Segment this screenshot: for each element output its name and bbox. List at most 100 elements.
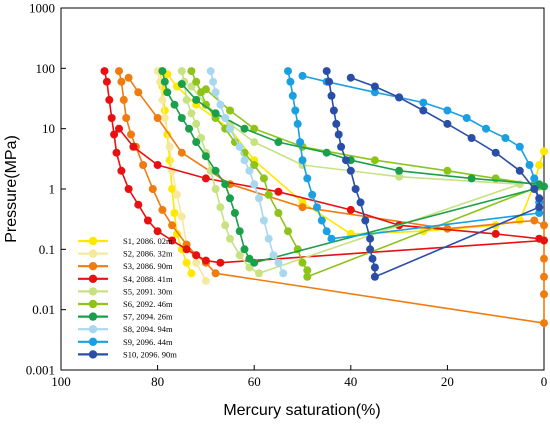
data-point: [221, 114, 230, 122]
data-point: [182, 95, 191, 104]
legend-item: S2, 2086. 32m: [78, 249, 173, 259]
data-point: [201, 174, 210, 183]
data-point: [168, 185, 177, 193]
data-point: [286, 77, 295, 86]
legend-item: S5, 2091. 30m: [78, 286, 173, 296]
data-point: [370, 88, 379, 97]
data-point: [158, 95, 167, 104]
legend-label: S6, 2092. 46m: [123, 299, 173, 309]
data-point: [337, 142, 346, 151]
data-point: [284, 227, 292, 236]
data-point: [274, 187, 283, 196]
data-point: [129, 142, 138, 151]
data-point: [530, 185, 539, 193]
data-point: [209, 77, 218, 86]
data-point: [443, 224, 452, 233]
data-point: [540, 147, 548, 156]
data-point: [530, 216, 539, 225]
data-point: [250, 124, 259, 133]
data-point: [117, 77, 126, 86]
data-point: [370, 82, 379, 91]
data-point: [240, 124, 249, 133]
data-point: [303, 266, 312, 275]
data-point: [250, 161, 259, 169]
data-point: [535, 180, 544, 189]
data-point: [139, 161, 148, 169]
data-point: [226, 106, 234, 115]
data-point: [298, 203, 307, 212]
data-point: [153, 114, 162, 122]
data-point: [148, 185, 157, 193]
data-point: [366, 234, 375, 243]
y-tick-label: 0.01: [32, 302, 55, 317]
data-point: [211, 88, 220, 97]
data-point: [100, 67, 109, 76]
data-point: [346, 205, 355, 214]
data-point: [127, 130, 135, 139]
data-point: [535, 161, 544, 169]
legend-label: S4, 2088. 41m: [123, 274, 173, 284]
data-point: [211, 166, 220, 175]
data-point: [235, 251, 244, 260]
data-point: [168, 221, 177, 230]
data-point: [187, 67, 196, 76]
data-point: [274, 138, 283, 147]
data-point: [187, 109, 196, 118]
data-point: [115, 67, 123, 76]
legend-item: S4, 2088. 41m: [78, 274, 173, 284]
data-point: [134, 88, 143, 97]
data-point: [192, 258, 201, 267]
data-point: [201, 85, 210, 94]
data-point: [269, 251, 278, 260]
legend-swatch-marker: [88, 337, 98, 346]
data-point: [216, 100, 225, 109]
data-point: [250, 138, 259, 147]
data-point: [160, 77, 169, 86]
data-point: [298, 258, 307, 267]
x-axis-ticks: 100 80 60 40 20 0: [51, 365, 547, 389]
data-point: [221, 180, 230, 189]
data-point: [216, 203, 225, 212]
data-point: [322, 148, 331, 157]
data-point: [540, 272, 548, 281]
x-axis-title: Mercury saturation(%): [223, 402, 380, 419]
legend-item: S1, 2086. 02m: [78, 236, 173, 246]
data-point: [158, 67, 167, 76]
data-point: [535, 209, 544, 217]
data-point: [274, 209, 283, 217]
data-point: [443, 166, 452, 175]
legend-swatch-marker: [88, 287, 98, 296]
data-point: [102, 77, 111, 86]
data-point: [177, 148, 186, 157]
series-9: [284, 67, 544, 243]
data-point: [366, 245, 375, 254]
data-point: [230, 209, 239, 217]
data-point: [192, 95, 201, 104]
data-point: [540, 221, 548, 230]
legend-item: S7, 2094. 26m: [78, 312, 173, 322]
y-tick-label: 1000: [29, 1, 55, 16]
data-point: [211, 269, 220, 278]
data-point: [168, 236, 177, 245]
data-point: [235, 142, 244, 151]
y-tick-label: 100: [36, 61, 56, 76]
data-point: [177, 80, 186, 88]
data-point: [192, 77, 201, 86]
data-point: [112, 148, 121, 157]
x-tick-label: 100: [51, 374, 71, 389]
data-point: [313, 203, 321, 212]
legend-item: S10, 2096. 90m: [78, 349, 177, 359]
legend-label: S2, 2086. 32m: [123, 249, 173, 259]
data-point: [165, 156, 174, 165]
legend-label: S1, 2086. 02m: [123, 236, 173, 246]
data-point: [172, 190, 181, 199]
data-point: [201, 276, 210, 285]
series-line: [209, 70, 284, 274]
data-point: [124, 185, 133, 193]
data-point: [158, 205, 167, 214]
legend-label: S5, 2091. 30m: [123, 286, 173, 296]
data-point: [153, 227, 162, 236]
data-point: [329, 106, 338, 115]
data-point: [346, 166, 355, 175]
